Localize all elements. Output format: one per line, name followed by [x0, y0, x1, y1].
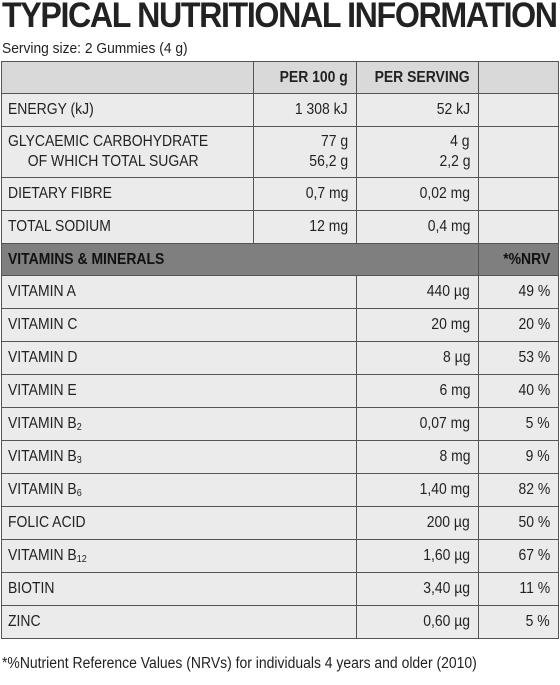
footnote: *%Nutrient Reference Values (NRVs) for i… [2, 655, 477, 672]
table-row: GLYCAEMIC CARBOHYDRATE OF WHICH TOTAL SU… [1, 126, 559, 178]
header-per-serving: PER SERVING [374, 68, 470, 86]
vitamin-subscript: 6 [76, 488, 82, 499]
vitamin-subscript: 12 [76, 554, 87, 565]
table-row: VITAMIN B6 1,40 mg 82 % [1, 473, 559, 507]
vitamin-name-text: VITAMIN B [8, 415, 77, 432]
nutrient-per100: 12 mg [309, 218, 348, 235]
vitamin-name: BIOTIN [8, 580, 55, 598]
table-row: DIETARY FIBRE 0,7 mg 0,02 mg [1, 177, 559, 211]
vitamin-nrv: 40 % [518, 382, 550, 399]
vitamin-name: VITAMIN A [8, 283, 76, 301]
serving-size: Serving size: 2 Gummies (4 g) [2, 40, 188, 57]
vitamin-name-text: ZINC [8, 613, 41, 630]
vitamin-name-text: VITAMIN B [8, 481, 77, 498]
vitamin-name: ZINC [8, 613, 41, 631]
vitamin-subscript: 3 [76, 455, 82, 466]
vitamin-name: VITAMIN B2 [8, 415, 82, 433]
nutrient-per-serving: 52 kJ [436, 101, 470, 118]
nutrient-per100-sugar: 56,2 g [309, 153, 348, 170]
nutrient-per-serving: 0,02 mg [419, 185, 470, 202]
vitamin-name-text: FOLIC ACID [8, 514, 86, 531]
vitamins-section-header: VITAMINS & MINERALS *%NRV [1, 243, 559, 276]
vitamin-name-text: VITAMIN B [8, 547, 77, 564]
table-row: VITAMIN B3 8 mg 9 % [1, 440, 559, 474]
table-row: VITAMIN C 20 mg 20 % [1, 308, 559, 342]
vitamin-amount: 8 µg [442, 349, 470, 366]
vitamin-name-text: VITAMIN A [8, 283, 76, 300]
vitamin-nrv: 50 % [518, 514, 550, 531]
vitamin-name: FOLIC ACID [8, 514, 86, 532]
nutrition-table: PER 100 g PER SERVING ENERGY (kJ) 1 308 … [1, 61, 559, 639]
nutrient-per100: 77 g [320, 133, 348, 150]
vitamin-name: VITAMIN B3 [8, 448, 82, 466]
vitamin-name: VITAMIN E [8, 382, 77, 400]
section-label: VITAMINS & MINERALS [8, 250, 165, 268]
table-row: ZINC 0,60 µg 5 % [1, 605, 559, 639]
nutrient-label: GLYCAEMIC CARBOHYDRATE [8, 133, 209, 150]
table-row: VITAMIN A 440 µg 49 % [1, 275, 559, 309]
table-row: TOTAL SODIUM 12 mg 0,4 mg [1, 210, 559, 244]
vitamin-name: VITAMIN B6 [8, 481, 82, 499]
vitamin-amount: 200 µg [427, 514, 470, 531]
nutrient-per-serving: 0,4 mg [427, 218, 470, 235]
table-header-row: PER 100 g PER SERVING [1, 61, 559, 94]
vitamin-amount: 8 mg [438, 448, 470, 465]
vitamin-nrv: 82 % [518, 481, 550, 498]
vitamin-nrv: 5 % [525, 415, 550, 432]
vitamin-nrv: 67 % [518, 547, 550, 564]
table-row: VITAMIN D 8 µg 53 % [1, 341, 559, 375]
vitamin-amount: 0,07 mg [419, 415, 470, 432]
vitamin-nrv: 49 % [518, 283, 550, 300]
nutrient-label: DIETARY FIBRE [8, 185, 112, 202]
nutrient-per100: 1 308 kJ [295, 101, 348, 118]
nutrient-label: TOTAL SODIUM [8, 218, 111, 235]
vitamin-nrv: 9 % [525, 448, 550, 465]
table-row: BIOTIN 3,40 µg 11 % [1, 572, 559, 606]
vitamin-amount: 3,40 µg [423, 580, 470, 597]
vitamin-name-text: VITAMIN C [8, 316, 78, 333]
vitamin-amount: 6 mg [438, 382, 470, 399]
nutrient-per-serving-sugar: 2,2 g [438, 153, 470, 170]
vitamin-name-text: VITAMIN E [8, 382, 77, 399]
nutrient-label: ENERGY (kJ) [8, 101, 94, 118]
vitamin-amount: 440 µg [427, 283, 470, 300]
table-row: VITAMIN E 6 mg 40 % [1, 374, 559, 408]
table-row: VITAMIN B2 0,07 mg 5 % [1, 407, 559, 441]
vitamin-name: VITAMIN D [8, 349, 77, 367]
vitamin-subscript: 2 [76, 422, 82, 433]
vitamin-nrv: 11 % [519, 580, 550, 597]
nutrient-per-serving: 4 g [450, 133, 470, 150]
vitamin-amount: 20 mg [431, 316, 470, 333]
vitamin-nrv: 5 % [525, 613, 550, 630]
vitamin-nrv: 20 % [518, 316, 550, 333]
header-per-100g: PER 100 g [279, 68, 348, 86]
nutrient-sublabel: OF WHICH TOTAL SUGAR [27, 153, 199, 170]
vitamin-amount: 0,60 µg [423, 613, 470, 630]
table-row: FOLIC ACID 200 µg 50 % [1, 506, 559, 540]
nutrient-per100: 0,7 mg [305, 185, 348, 202]
vitamin-name-text: VITAMIN B [8, 448, 77, 465]
nrv-header: *%NRV [502, 250, 550, 268]
vitamin-name: VITAMIN C [8, 316, 77, 334]
table-row: VITAMIN B12 1,60 µg 67 % [1, 539, 559, 573]
vitamin-name-text: VITAMIN D [8, 349, 78, 366]
vitamin-name-text: BIOTIN [8, 580, 55, 597]
vitamin-nrv: 53 % [518, 349, 550, 366]
vitamin-amount: 1,60 µg [423, 547, 470, 564]
table-row: ENERGY (kJ) 1 308 kJ 52 kJ [1, 93, 559, 127]
vitamin-name: VITAMIN B12 [8, 547, 87, 565]
vitamin-amount: 1,40 mg [419, 481, 470, 498]
page-title: TYPICAL NUTRITIONAL INFORMATION [2, 0, 558, 35]
